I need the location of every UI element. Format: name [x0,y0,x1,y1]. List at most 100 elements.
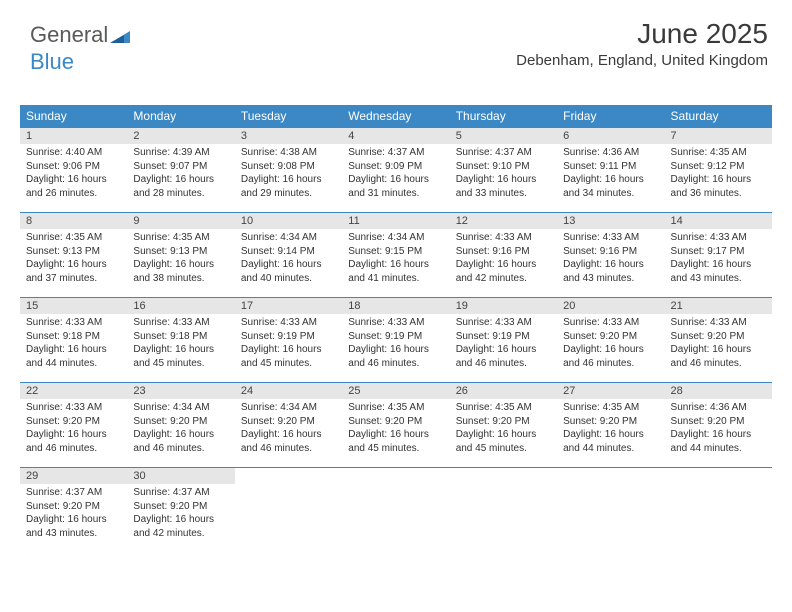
day-info: Sunrise: 4:33 AMSunset: 9:18 PMDaylight:… [127,314,234,372]
day-cell-inner: 27Sunrise: 4:35 AMSunset: 9:20 PMDayligh… [557,383,664,467]
col-header: Tuesday [235,105,342,128]
sunset-text: Sunset: 9:20 PM [671,415,766,429]
day-cell-inner: 1Sunrise: 4:40 AMSunset: 9:06 PMDaylight… [20,128,127,212]
sunset-text: Sunset: 9:19 PM [456,330,551,344]
sunset-text: Sunset: 9:20 PM [563,415,658,429]
day-info: Sunrise: 4:40 AMSunset: 9:06 PMDaylight:… [20,144,127,202]
day-cell-inner: 28Sunrise: 4:36 AMSunset: 9:20 PMDayligh… [665,383,772,467]
day-number: 5 [450,128,557,144]
sunrise-text: Sunrise: 4:34 AM [348,231,443,245]
day-number: 17 [235,298,342,314]
day-cell-inner: 13Sunrise: 4:33 AMSunset: 9:16 PMDayligh… [557,213,664,297]
daylight-text: Daylight: 16 hours and 26 minutes. [26,173,121,200]
day-cell: 13Sunrise: 4:33 AMSunset: 9:16 PMDayligh… [557,213,664,298]
day-info: Sunrise: 4:37 AMSunset: 9:20 PMDaylight:… [20,484,127,542]
day-cell-inner: 18Sunrise: 4:33 AMSunset: 9:19 PMDayligh… [342,298,449,382]
day-number: 25 [342,383,449,399]
sunrise-text: Sunrise: 4:33 AM [456,316,551,330]
sunset-text: Sunset: 9:20 PM [241,415,336,429]
sunset-text: Sunset: 9:20 PM [456,415,551,429]
day-number: 26 [450,383,557,399]
day-cell: 28Sunrise: 4:36 AMSunset: 9:20 PMDayligh… [665,383,772,468]
day-cell-inner: 19Sunrise: 4:33 AMSunset: 9:19 PMDayligh… [450,298,557,382]
daylight-text: Daylight: 16 hours and 46 minutes. [26,428,121,455]
daylight-text: Daylight: 16 hours and 36 minutes. [671,173,766,200]
sunrise-text: Sunrise: 4:33 AM [133,316,228,330]
day-number: 19 [450,298,557,314]
day-cell: 17Sunrise: 4:33 AMSunset: 9:19 PMDayligh… [235,298,342,383]
day-cell-inner: 3Sunrise: 4:38 AMSunset: 9:08 PMDaylight… [235,128,342,212]
day-info: Sunrise: 4:33 AMSunset: 9:20 PMDaylight:… [557,314,664,372]
day-number: 28 [665,383,772,399]
day-cell [235,468,342,553]
day-number: 14 [665,213,772,229]
day-number: 21 [665,298,772,314]
col-header: Thursday [450,105,557,128]
daylight-text: Daylight: 16 hours and 33 minutes. [456,173,551,200]
day-info: Sunrise: 4:33 AMSunset: 9:19 PMDaylight:… [450,314,557,372]
sunrise-text: Sunrise: 4:34 AM [133,401,228,415]
day-cell: 5Sunrise: 4:37 AMSunset: 9:10 PMDaylight… [450,128,557,213]
col-header: Wednesday [342,105,449,128]
week-row: 1Sunrise: 4:40 AMSunset: 9:06 PMDaylight… [20,128,772,213]
sunrise-text: Sunrise: 4:35 AM [456,401,551,415]
day-info: Sunrise: 4:34 AMSunset: 9:20 PMDaylight:… [235,399,342,457]
day-info: Sunrise: 4:33 AMSunset: 9:20 PMDaylight:… [20,399,127,457]
sunset-text: Sunset: 9:20 PM [133,415,228,429]
brand-triangle-icon [110,23,130,49]
day-number: 22 [20,383,127,399]
daylight-text: Daylight: 16 hours and 34 minutes. [563,173,658,200]
col-header: Monday [127,105,234,128]
day-cell: 26Sunrise: 4:35 AMSunset: 9:20 PMDayligh… [450,383,557,468]
sunrise-text: Sunrise: 4:37 AM [133,486,228,500]
day-info: Sunrise: 4:35 AMSunset: 9:13 PMDaylight:… [20,229,127,287]
header-right: June 2025 Debenham, England, United King… [516,18,768,69]
location: Debenham, England, United Kingdom [516,52,768,69]
calendar-table: Sunday Monday Tuesday Wednesday Thursday… [20,105,772,552]
day-cell: 23Sunrise: 4:34 AMSunset: 9:20 PMDayligh… [127,383,234,468]
day-info: Sunrise: 4:35 AMSunset: 9:20 PMDaylight:… [450,399,557,457]
sunrise-text: Sunrise: 4:33 AM [456,231,551,245]
day-cell: 20Sunrise: 4:33 AMSunset: 9:20 PMDayligh… [557,298,664,383]
sunset-text: Sunset: 9:20 PM [563,330,658,344]
day-cell-inner: 15Sunrise: 4:33 AMSunset: 9:18 PMDayligh… [20,298,127,382]
sunrise-text: Sunrise: 4:36 AM [563,146,658,160]
day-info: Sunrise: 4:33 AMSunset: 9:18 PMDaylight:… [20,314,127,372]
day-number: 9 [127,213,234,229]
day-cell: 7Sunrise: 4:35 AMSunset: 9:12 PMDaylight… [665,128,772,213]
day-number: 6 [557,128,664,144]
week-row: 8Sunrise: 4:35 AMSunset: 9:13 PMDaylight… [20,213,772,298]
day-number: 2 [127,128,234,144]
day-cell: 8Sunrise: 4:35 AMSunset: 9:13 PMDaylight… [20,213,127,298]
sunset-text: Sunset: 9:20 PM [671,330,766,344]
day-cell-inner: 9Sunrise: 4:35 AMSunset: 9:13 PMDaylight… [127,213,234,297]
day-cell: 12Sunrise: 4:33 AMSunset: 9:16 PMDayligh… [450,213,557,298]
daylight-text: Daylight: 16 hours and 42 minutes. [133,513,228,540]
day-number: 3 [235,128,342,144]
day-cell-inner: 30Sunrise: 4:37 AMSunset: 9:20 PMDayligh… [127,468,234,552]
brand-logo: General Blue [30,22,130,75]
day-cell-inner: 8Sunrise: 4:35 AMSunset: 9:13 PMDaylight… [20,213,127,297]
day-cell-inner: 23Sunrise: 4:34 AMSunset: 9:20 PMDayligh… [127,383,234,467]
sunset-text: Sunset: 9:15 PM [348,245,443,259]
day-number: 30 [127,468,234,484]
sunset-text: Sunset: 9:13 PM [26,245,121,259]
day-cell-inner: 10Sunrise: 4:34 AMSunset: 9:14 PMDayligh… [235,213,342,297]
sunset-text: Sunset: 9:19 PM [241,330,336,344]
day-cell: 4Sunrise: 4:37 AMSunset: 9:09 PMDaylight… [342,128,449,213]
sunrise-text: Sunrise: 4:37 AM [456,146,551,160]
day-number: 1 [20,128,127,144]
daylight-text: Daylight: 16 hours and 43 minutes. [563,258,658,285]
daylight-text: Daylight: 16 hours and 38 minutes. [133,258,228,285]
day-cell: 10Sunrise: 4:34 AMSunset: 9:14 PMDayligh… [235,213,342,298]
daylight-text: Daylight: 16 hours and 45 minutes. [241,343,336,370]
day-cell [450,468,557,553]
daylight-text: Daylight: 16 hours and 41 minutes. [348,258,443,285]
day-info: Sunrise: 4:34 AMSunset: 9:14 PMDaylight:… [235,229,342,287]
sunset-text: Sunset: 9:17 PM [671,245,766,259]
day-number: 4 [342,128,449,144]
day-cell: 16Sunrise: 4:33 AMSunset: 9:18 PMDayligh… [127,298,234,383]
day-cell-inner: 20Sunrise: 4:33 AMSunset: 9:20 PMDayligh… [557,298,664,382]
sunrise-text: Sunrise: 4:35 AM [671,146,766,160]
day-cell-inner: 2Sunrise: 4:39 AMSunset: 9:07 PMDaylight… [127,128,234,212]
